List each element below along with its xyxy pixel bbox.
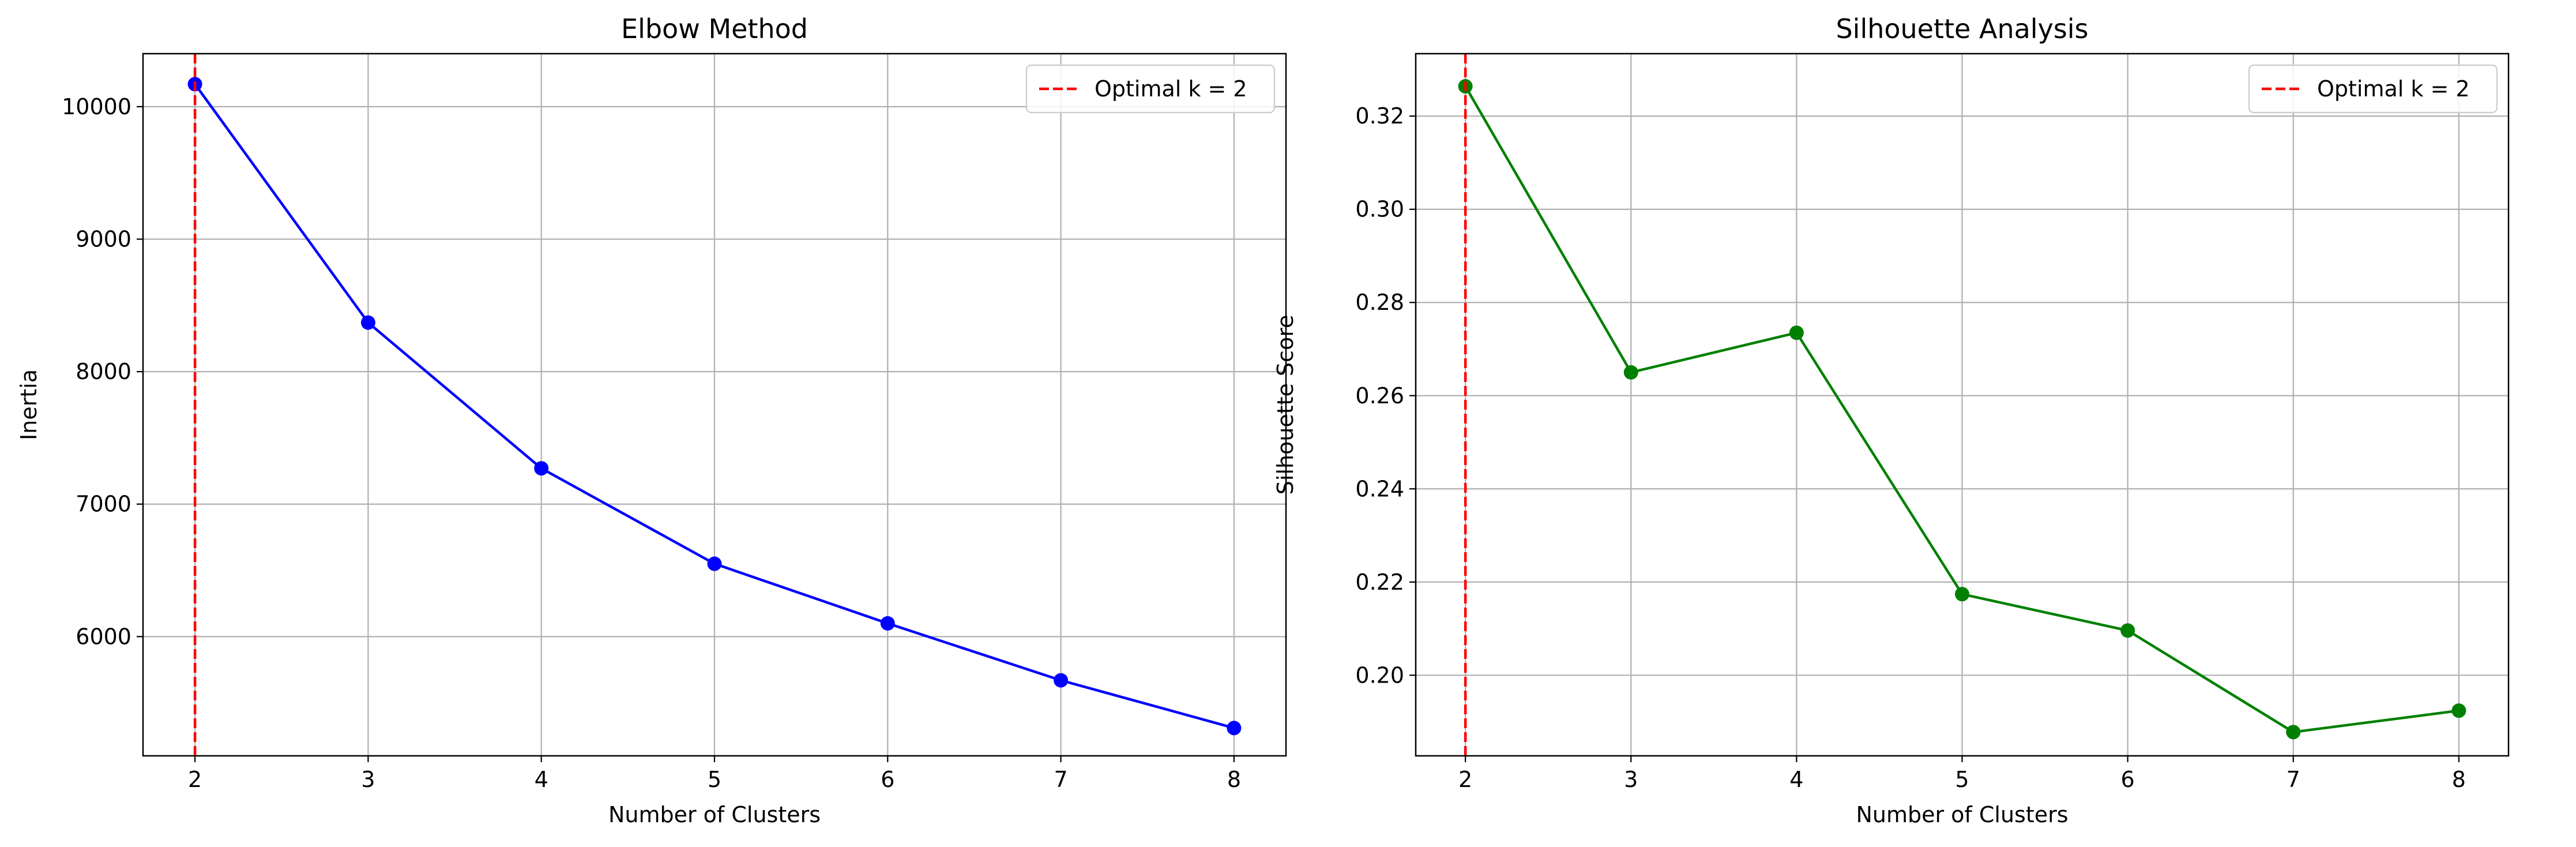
elbow-x-tick-label: 6: [881, 767, 894, 792]
elbow-x-axis-label: Number of Clusters: [608, 802, 821, 827]
elbow-y-tick-label: 8000: [76, 359, 131, 384]
silhouette-y-tick-label: 0.32: [1355, 103, 1404, 129]
silhouette-data-point: [1623, 365, 1638, 380]
silhouette-y-tick-label: 0.22: [1355, 569, 1404, 595]
silhouette-data-point: [2286, 725, 2301, 740]
elbow-y-axis-label: Inertia: [16, 369, 42, 440]
elbow-x-tick-label: 8: [1227, 767, 1241, 792]
silhouette-y-axis-label: Silhouette Score: [1273, 315, 1298, 495]
elbow-x-tick-label: 7: [1054, 767, 1068, 792]
elbow-data-point: [880, 616, 895, 631]
elbow-y-tick-label: 9000: [76, 226, 131, 252]
elbow-chart-panel: Elbow Method Number of Clusters Inertia …: [16, 13, 1287, 827]
elbow-data-point: [360, 315, 375, 330]
silhouette-y-tick-label: 0.24: [1355, 476, 1404, 501]
silhouette-x-tick-label: 8: [2452, 767, 2466, 792]
elbow-data-point: [1227, 721, 1242, 736]
elbow-data-point: [534, 461, 549, 476]
elbow-x-tick-label: 2: [188, 767, 202, 792]
silhouette-x-tick-label: 5: [1955, 767, 1969, 792]
silhouette-data-point: [2120, 623, 2135, 638]
silhouette-x-tick-label: 3: [1624, 767, 1638, 792]
silhouette-x-tick-label: 2: [1458, 767, 1472, 792]
silhouette-x-tick-label: 4: [1789, 767, 1803, 792]
silhouette-y-tick-label: 0.30: [1355, 197, 1404, 222]
silhouette-y-tick-label: 0.20: [1355, 662, 1404, 688]
elbow-legend-label: Optimal k = 2: [1095, 76, 1247, 102]
silhouette-x-axis-label: Number of Clusters: [1856, 802, 2068, 827]
elbow-legend-box: [1025, 64, 1276, 114]
silhouette-y-tick-label: 0.26: [1355, 383, 1404, 408]
elbow-y-tick-label: 6000: [76, 624, 131, 649]
silhouette-data-point: [1955, 587, 1969, 602]
elbow-x-tick-label: 3: [361, 767, 375, 792]
elbow-data-point: [1054, 673, 1069, 688]
elbow-data-point: [707, 556, 722, 571]
elbow-chart-title: Elbow Method: [621, 13, 808, 44]
elbow-y-tick-label: 10000: [62, 94, 131, 119]
silhouette-data-point: [2451, 703, 2466, 718]
silhouette-legend-label: Optimal k = 2: [2317, 76, 2470, 102]
silhouette-legend-box: [2248, 64, 2498, 114]
elbow-x-tick-label: 5: [708, 767, 721, 792]
silhouette-data-point: [1789, 325, 1804, 340]
silhouette-y-tick-label: 0.28: [1355, 290, 1404, 315]
elbow-y-tick-label: 7000: [76, 492, 131, 517]
silhouette-chart-panel: Silhouette Analysis Number of Clusters S…: [1273, 13, 2510, 827]
silhouette-x-tick-label: 6: [2121, 767, 2135, 792]
elbow-x-tick-label: 4: [535, 767, 548, 792]
silhouette-chart-title: Silhouette Analysis: [1836, 13, 2088, 44]
silhouette-x-tick-label: 7: [2287, 767, 2300, 792]
